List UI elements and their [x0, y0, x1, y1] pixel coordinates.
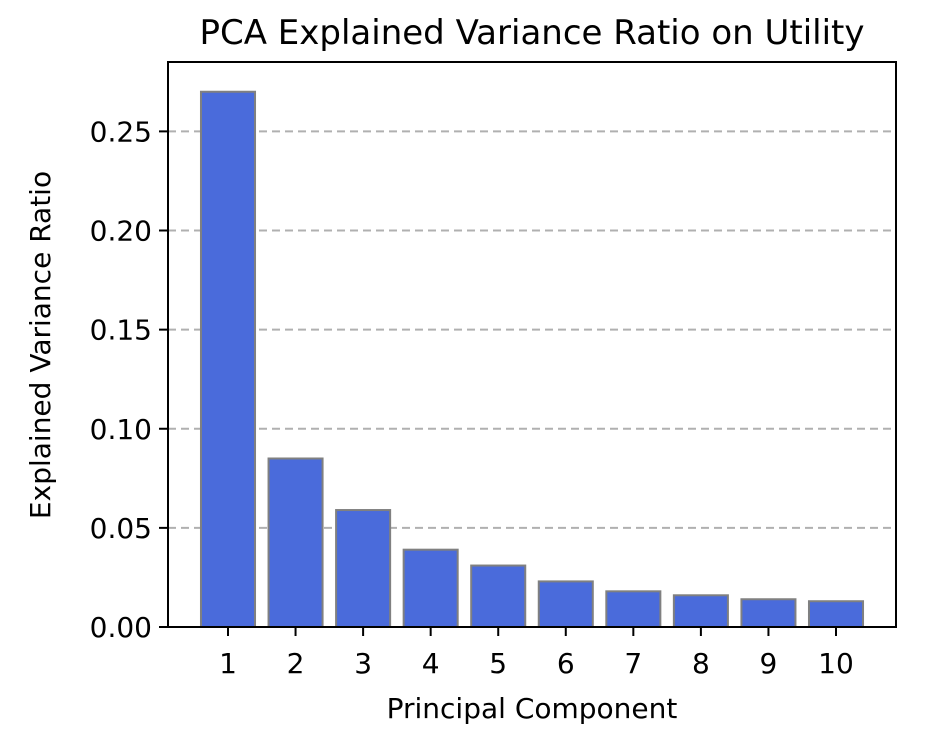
x-tick-label: 1 [219, 647, 237, 680]
bar-pc-9 [740, 598, 797, 628]
x-tick-label: 6 [557, 647, 575, 680]
x-tick-label: 2 [287, 647, 305, 680]
y-tick-label: 0.25 [90, 115, 152, 148]
bar-pc-1 [199, 90, 257, 629]
y-tick-label: 0.15 [90, 314, 152, 347]
y-tick-label: 0.05 [90, 512, 152, 545]
bar-pc-5 [470, 564, 527, 629]
y-tick-label: 0.20 [90, 215, 152, 248]
x-tick-label: 10 [818, 647, 854, 680]
x-tick-label: 8 [692, 647, 710, 680]
y-axis-label: Explained Variance Ratio [24, 171, 57, 519]
plot-frame [167, 61, 897, 628]
x-axis-label: Principal Component [387, 692, 678, 725]
chart-title: PCA Explained Variance Ratio on Utility [199, 13, 864, 53]
y-axis-ticks: 0.00 0.05 0.10 0.15 0.20 0.25 [90, 115, 168, 644]
bar-pc-6 [537, 580, 594, 628]
y-tick-label: 0.10 [90, 413, 152, 446]
y-tick-label: 0.00 [90, 611, 152, 644]
bar-pc-2 [267, 457, 324, 629]
bar-pc-4 [402, 548, 459, 628]
bar-pc-8 [672, 594, 729, 628]
x-tick-label: 3 [354, 647, 372, 680]
x-tick-label: 9 [760, 647, 778, 680]
bar-pc-7 [605, 590, 662, 629]
x-tick-label: 7 [624, 647, 642, 680]
x-tick-label: 5 [489, 647, 507, 680]
x-tick-label: 4 [422, 647, 440, 680]
bars [199, 90, 865, 629]
x-axis-ticks: 1 2 3 4 5 6 7 8 9 10 [219, 627, 854, 680]
bar-pc-3 [335, 509, 392, 629]
bar-pc-10 [807, 600, 865, 629]
